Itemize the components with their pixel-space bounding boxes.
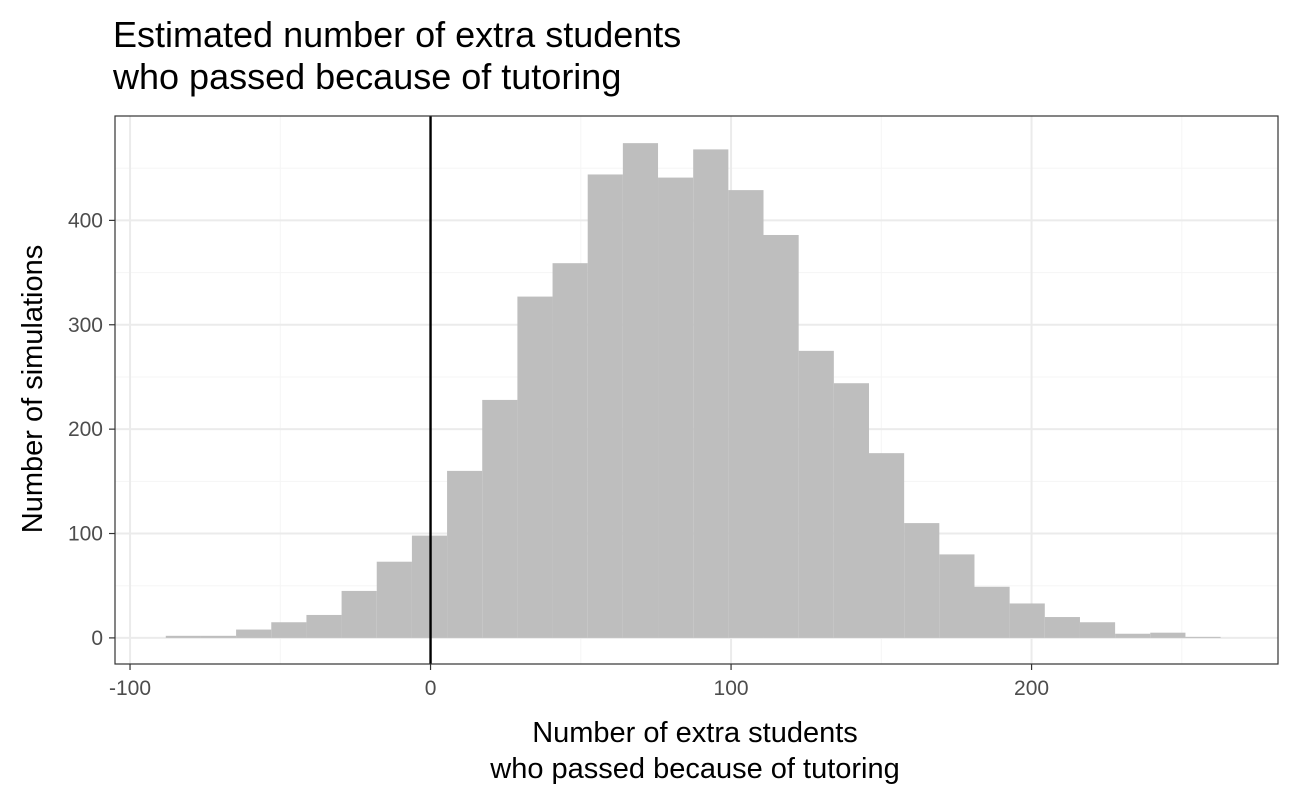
x-tick-label: 200 xyxy=(1014,677,1049,700)
chart-title-line-2: who passed because of tutoring xyxy=(113,56,622,97)
histogram-bar xyxy=(622,143,659,638)
histogram-bar xyxy=(693,149,729,638)
y-tick-label: 100 xyxy=(68,523,103,546)
histogram-bar xyxy=(1044,617,1080,638)
histogram-bar xyxy=(517,296,553,638)
x-tick-label: -100 xyxy=(109,677,151,700)
x-tick-label: 100 xyxy=(714,677,749,700)
y-tick-label: 0 xyxy=(91,627,103,650)
y-axis-ticks: 0 100 200 300 400 xyxy=(68,209,115,650)
x-axis-title-line-2: who passed because of tutoring xyxy=(489,753,900,785)
histogram-bar xyxy=(798,350,834,638)
histogram-bar xyxy=(904,523,940,638)
y-tick-label: 300 xyxy=(68,314,103,337)
histogram-bar xyxy=(728,190,764,638)
histogram-bar xyxy=(482,399,518,638)
histogram-bar xyxy=(658,177,694,638)
histogram-bars xyxy=(165,143,1221,638)
histogram-bar xyxy=(763,234,799,638)
histogram-bar xyxy=(833,383,869,638)
panel-border xyxy=(114,115,1279,665)
histogram-bar xyxy=(236,629,272,638)
y-axis-title: Number of simulations xyxy=(17,245,49,534)
histogram-bar xyxy=(974,586,1010,638)
histogram-bar xyxy=(1115,633,1151,638)
x-axis-title-line-1: Number of extra students xyxy=(532,717,858,749)
histogram-bar xyxy=(587,174,623,638)
histogram-bar xyxy=(306,614,342,638)
histogram-bar xyxy=(1150,632,1186,638)
y-tick-label: 400 xyxy=(68,209,103,232)
y-tick-label: 200 xyxy=(68,418,103,441)
histogram-bar xyxy=(376,561,412,638)
x-tick-label: 0 xyxy=(425,677,437,700)
histogram-bar xyxy=(939,554,975,638)
histogram-bar xyxy=(271,622,307,638)
histogram-bar xyxy=(447,470,483,638)
chart-title-line-1: Estimated number of extra students xyxy=(113,14,682,55)
histogram-bar xyxy=(341,590,377,638)
histogram-bar xyxy=(1009,603,1045,638)
histogram-bar xyxy=(1185,636,1221,638)
histogram-bar xyxy=(1079,622,1116,638)
histogram-bar xyxy=(200,635,237,638)
histogram-bar xyxy=(868,453,905,638)
x-axis-ticks: -100 0 100 200 xyxy=(109,664,1049,700)
histogram-bar xyxy=(552,263,588,638)
histogram-bar xyxy=(165,635,201,638)
